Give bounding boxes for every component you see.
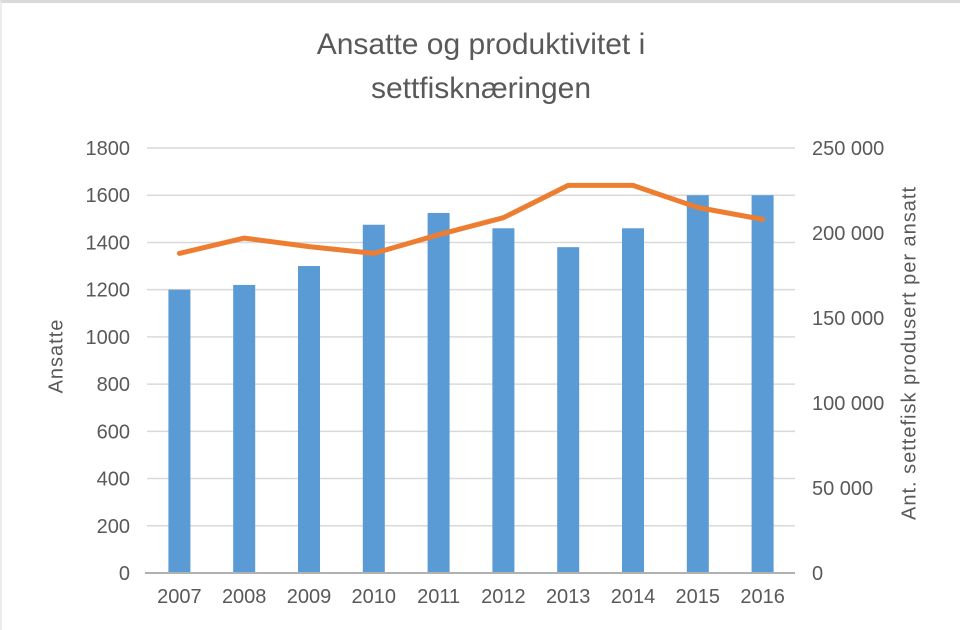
x-axis-label-2013: 2013 — [546, 586, 591, 608]
left-axis-tick-1800: 1800 — [86, 138, 131, 160]
bar-2010 — [362, 224, 385, 573]
x-axis-label-2014: 2014 — [611, 586, 656, 608]
chart-title-line-1: Ansatte og produktivitet i — [316, 28, 646, 61]
x-axis-label-2008: 2008 — [222, 586, 267, 608]
bar-2012 — [492, 228, 515, 573]
bar-2015 — [686, 195, 709, 573]
right-axis-tick-3: 150 000 — [812, 308, 884, 330]
bar-2014 — [622, 228, 644, 573]
x-axis-label-2015: 2015 — [676, 586, 721, 608]
right-axis-tick-4: 200 000 — [812, 223, 884, 245]
productivity-line — [176, 182, 766, 256]
chart-title-line-2: settfisknæringen — [370, 72, 592, 105]
bar-2016 — [751, 195, 774, 573]
right-axis-tick-1: 50 000 — [812, 478, 873, 500]
chart-title: Ansatte og produktivitet i settfisknærin… — [2, 23, 960, 111]
left-axis-tick-1600: 1600 — [86, 185, 131, 207]
x-axis-label-2011: 2011 — [417, 586, 460, 608]
x-axis-label-2007: 2007 — [157, 586, 202, 608]
x-axis-label-2012: 2012 — [481, 586, 526, 608]
x-axis-label-2009: 2009 — [287, 586, 332, 608]
left-axis-tick-1000: 1000 — [86, 327, 131, 349]
left-axis-tick-200: 200 — [97, 516, 130, 538]
x-axis-label-2010: 2010 — [352, 586, 397, 608]
bar-2007 — [168, 289, 191, 573]
left-axis-tick-0: 0 — [119, 563, 130, 585]
x-axis-label-2016: 2016 — [740, 586, 785, 608]
left-axis-tick-1200: 1200 — [86, 280, 131, 302]
bar-2009 — [298, 266, 320, 573]
right-axis-tick-5: 250 000 — [812, 138, 884, 160]
combo-chart-plot: 0 200 400 600 800 1000 1200 1400 1600 1800 0 50 000… — [86, 138, 885, 608]
left-axis-tick-600: 600 — [97, 421, 130, 443]
left-axis-tick-800: 800 — [97, 374, 130, 396]
bar-2008 — [233, 284, 256, 573]
left-axis-tick-400: 400 — [97, 469, 130, 491]
left-axis-tick-1400: 1400 — [86, 232, 131, 254]
right-axis-tick-2: 100 000 — [812, 393, 884, 415]
bar-2011 — [427, 212, 450, 574]
bar-2013 — [557, 247, 580, 573]
right-axis-tick-0: 0 — [812, 563, 823, 585]
